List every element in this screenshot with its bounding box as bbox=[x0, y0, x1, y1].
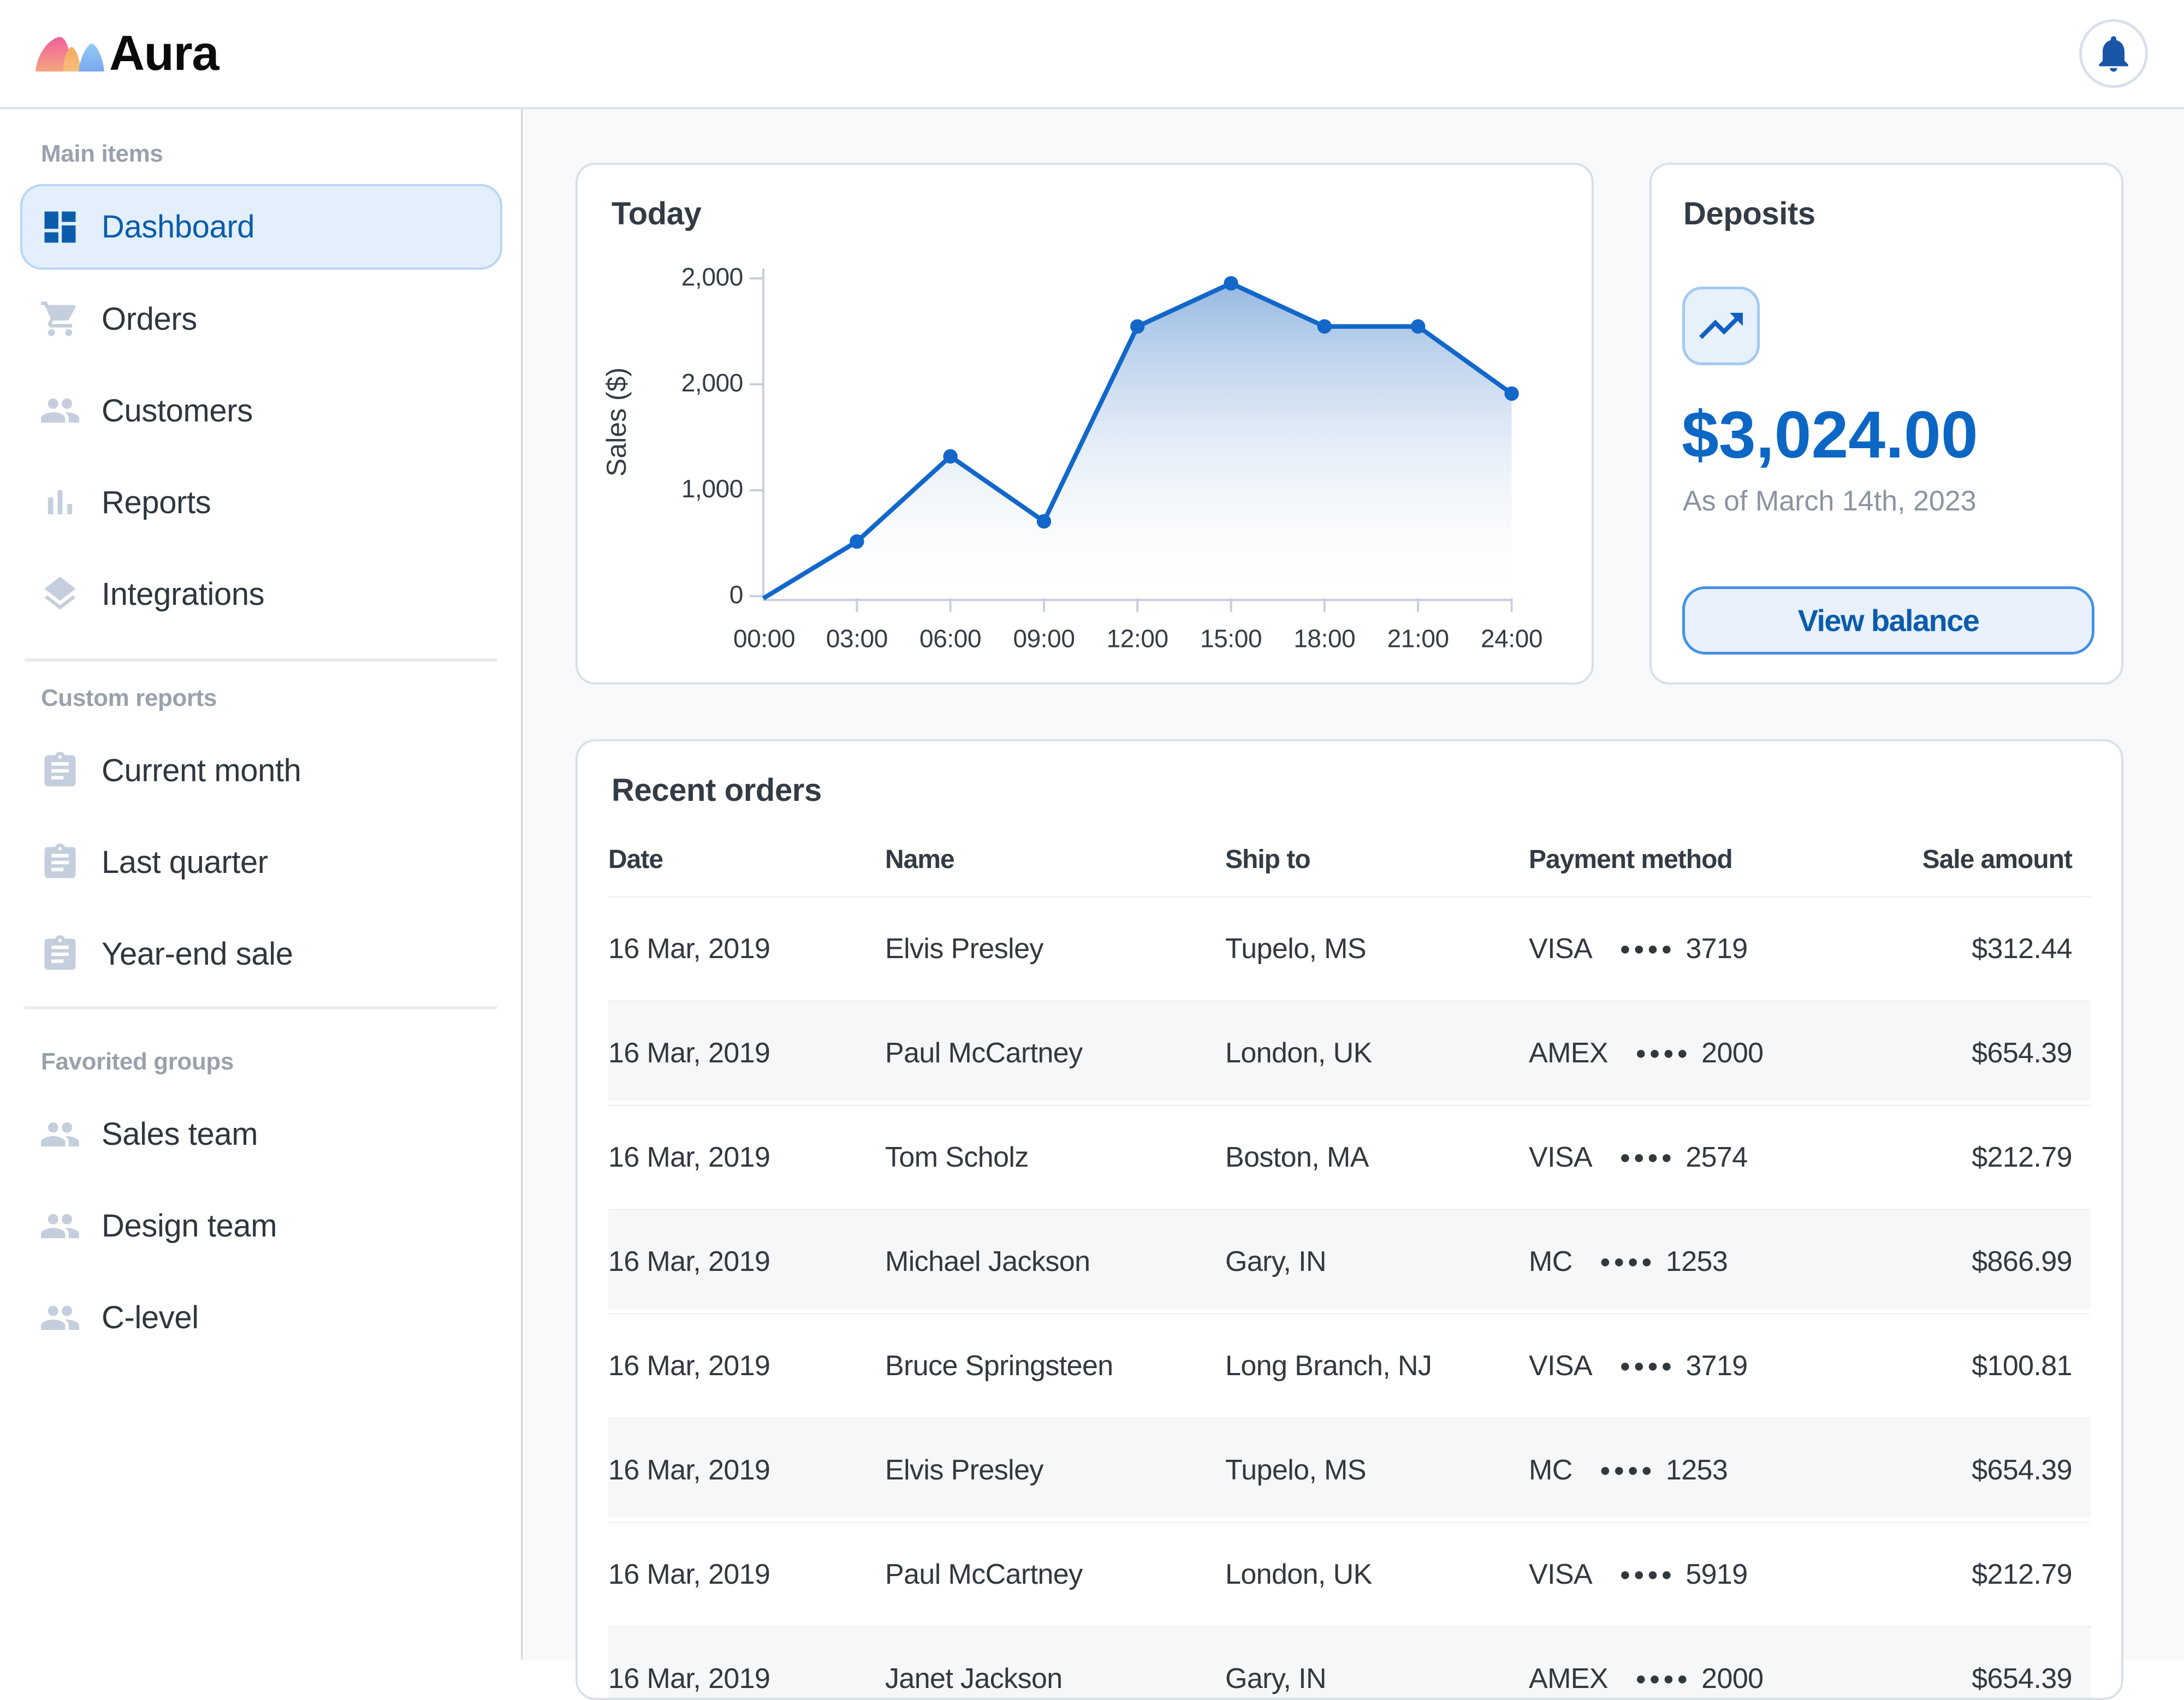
svg-text:Sales ($): Sales ($) bbox=[601, 367, 632, 477]
svg-text:00:00: 00:00 bbox=[733, 625, 795, 653]
svg-text:2,000: 2,000 bbox=[681, 368, 743, 397]
svg-text:0: 0 bbox=[729, 580, 743, 609]
svg-text:24:00: 24:00 bbox=[1481, 625, 1542, 653]
svg-text:15:00: 15:00 bbox=[1200, 625, 1262, 653]
svg-text:09:00: 09:00 bbox=[1013, 625, 1075, 653]
svg-text:06:00: 06:00 bbox=[919, 625, 981, 653]
svg-text:12:00: 12:00 bbox=[1107, 625, 1168, 653]
svg-text:2,000: 2,000 bbox=[681, 263, 743, 291]
svg-text:21:00: 21:00 bbox=[1387, 625, 1449, 653]
svg-text:1,000: 1,000 bbox=[681, 474, 743, 503]
svg-text:03:00: 03:00 bbox=[826, 625, 888, 653]
svg-text:18:00: 18:00 bbox=[1293, 625, 1355, 653]
